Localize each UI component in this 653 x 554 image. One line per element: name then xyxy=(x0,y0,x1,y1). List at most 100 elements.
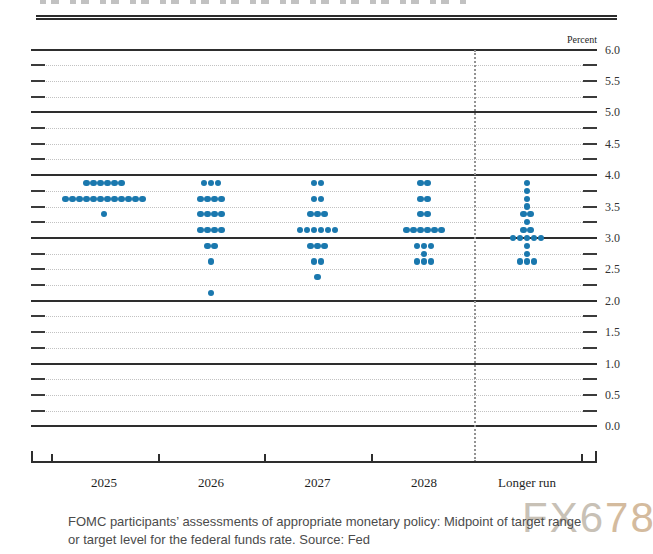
dot-2026-3.125 xyxy=(197,227,203,233)
dot-2028-3.125 xyxy=(417,227,423,233)
dot-2026-3.625 xyxy=(218,196,224,202)
gridline-minor xyxy=(31,144,597,145)
left-axis-tick-dash xyxy=(31,221,45,223)
y-axis-label-3.5: 3.5 xyxy=(605,200,641,215)
dot-2026-3.375 xyxy=(204,211,210,217)
dot-2025-3.625 xyxy=(90,196,96,202)
dot-2028-3.375 xyxy=(417,211,423,217)
chart-caption: FOMC participants’ assessments of approp… xyxy=(68,513,608,550)
dot-2025-3.875 xyxy=(104,180,110,186)
dot-longer-run-3.25 xyxy=(524,219,530,225)
dot-2027-3.125 xyxy=(304,227,310,233)
gridline-minor xyxy=(31,411,597,412)
longer-run-separator xyxy=(474,50,476,463)
gridline-minor xyxy=(31,191,597,192)
y-axis-label-2.5: 2.5 xyxy=(605,262,641,277)
x-axis-label-2027: 2027 xyxy=(268,475,368,491)
dot-longer-run-2.875 xyxy=(524,243,530,249)
right-axis-tick-dash xyxy=(583,253,597,255)
left-axis-tick-dash xyxy=(31,80,45,82)
gridline-major-0 xyxy=(31,425,597,427)
dot-2027-2.875 xyxy=(307,243,313,249)
gridline-minor xyxy=(31,207,597,208)
right-axis-tick-dash xyxy=(583,315,597,317)
dot-2028-3.125 xyxy=(431,227,437,233)
gridline-minor xyxy=(31,285,597,286)
dot-2026-3.375 xyxy=(197,211,203,217)
dot-2025-3.625 xyxy=(69,196,75,202)
right-axis-tick-dash xyxy=(583,80,597,82)
dot-2028-2.875 xyxy=(428,243,434,249)
left-axis-tick-dash xyxy=(31,127,45,129)
dot-2026-2.875 xyxy=(211,243,217,249)
x-axis-group-tick xyxy=(581,454,583,462)
dot-2025-3.875 xyxy=(111,180,117,186)
gridline-minor xyxy=(31,348,597,349)
x-axis-left-corner xyxy=(31,451,33,462)
gridline-minor xyxy=(31,316,597,317)
gridline-minor xyxy=(31,254,597,255)
dot-2027-3.375 xyxy=(307,211,313,217)
x-axis-right-corner xyxy=(595,451,597,462)
gridline-minor xyxy=(31,128,597,129)
dot-2025-3.875 xyxy=(90,180,96,186)
caption-line-2: or target level for the federal funds ra… xyxy=(68,531,608,549)
caption-line-1: FOMC participants’ assessments of approp… xyxy=(68,513,608,531)
right-axis-tick-dash xyxy=(583,331,597,333)
y-axis-label-4.5: 4.5 xyxy=(605,137,641,152)
right-axis-tick-dash xyxy=(583,190,597,192)
dot-2027-2.875 xyxy=(321,243,327,249)
y-axis-label-1.5: 1.5 xyxy=(605,325,641,340)
dot-2027-3.625 xyxy=(311,196,317,202)
gridline-minor xyxy=(31,269,597,270)
dot-2025-3.875 xyxy=(97,180,103,186)
dot-2028-3.125 xyxy=(403,227,409,233)
y-axis-label-0.0: 0.0 xyxy=(605,419,641,434)
dot-2026-3.875 xyxy=(208,180,214,186)
dot-2027-2.625 xyxy=(311,258,317,264)
left-axis-tick-dash xyxy=(31,206,45,208)
dot-2027-3.375 xyxy=(321,211,327,217)
gridline-major-4 xyxy=(31,174,597,176)
dot-2026-3.375 xyxy=(218,211,224,217)
left-axis-tick-dash xyxy=(31,347,45,349)
right-axis-tick-dash xyxy=(583,96,597,98)
dot-2028-3.125 xyxy=(410,227,416,233)
dot-2026-3.875 xyxy=(201,180,207,186)
dot-longer-run-3.375 xyxy=(520,211,526,217)
dot-longer-run-3 xyxy=(517,235,523,241)
gridline-major-1 xyxy=(31,363,597,365)
dot-longer-run-3.75 xyxy=(524,188,530,194)
dot-2027-3.875 xyxy=(318,180,324,186)
dot-2025-3.625 xyxy=(125,196,131,202)
y-axis-label-5.5: 5.5 xyxy=(605,74,641,89)
gridline-minor xyxy=(31,81,597,82)
dot-2025-3.875 xyxy=(118,180,124,186)
dot-2027-3.125 xyxy=(297,227,303,233)
dot-2028-3.125 xyxy=(424,227,430,233)
dot-longer-run-3.375 xyxy=(527,211,533,217)
dot-2026-2.875 xyxy=(204,243,210,249)
dot-2027-2.625 xyxy=(318,258,324,264)
x-axis-group-tick xyxy=(51,454,53,462)
dot-longer-run-3.625 xyxy=(524,196,530,202)
dot-2025-3.625 xyxy=(83,196,89,202)
left-axis-tick-dash xyxy=(31,315,45,317)
right-axis-tick-dash xyxy=(583,378,597,380)
dot-2026-3.625 xyxy=(211,196,217,202)
dot-2025-3.625 xyxy=(132,196,138,202)
dot-2028-2.75 xyxy=(421,251,427,257)
x-axis-label-2028: 2028 xyxy=(374,475,474,491)
dot-2027-3.125 xyxy=(332,227,338,233)
left-axis-tick-dash xyxy=(31,253,45,255)
dot-2028-3.625 xyxy=(424,196,430,202)
gridline-minor xyxy=(31,159,597,160)
dot-2028-3.875 xyxy=(424,180,430,186)
y-axis-label-4.0: 4.0 xyxy=(605,168,641,183)
dot-2026-3.875 xyxy=(215,180,221,186)
fomc-dot-plot-screenshot: Percent 6.05.55.04.54.03.53.02.52.01.51.… xyxy=(0,0,653,554)
watermark-part2: 78 xyxy=(605,494,653,541)
dot-2025-3.625 xyxy=(139,196,145,202)
gridline-major-5 xyxy=(31,111,597,113)
dot-2027-3.875 xyxy=(311,180,317,186)
